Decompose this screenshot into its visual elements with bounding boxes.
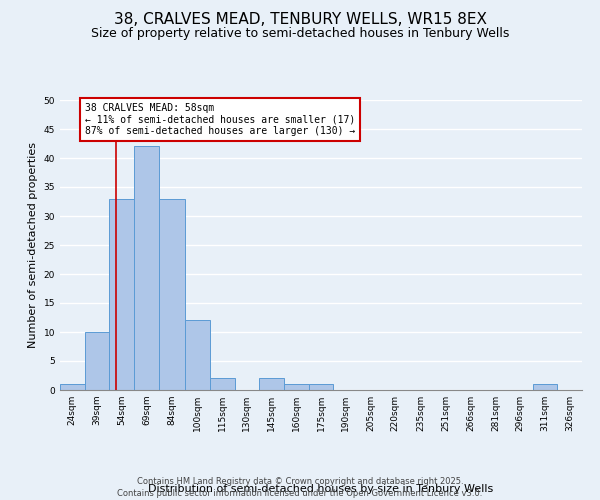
Bar	[159, 198, 185, 390]
Text: Contains HM Land Registry data © Crown copyright and database right 2025.
Contai: Contains HM Land Registry data © Crown c…	[118, 476, 482, 498]
Bar	[60, 384, 85, 390]
Bar	[284, 384, 308, 390]
Text: Size of property relative to semi-detached houses in Tenbury Wells: Size of property relative to semi-detach…	[91, 28, 509, 40]
Bar	[533, 384, 557, 390]
Y-axis label: Number of semi-detached properties: Number of semi-detached properties	[28, 142, 38, 348]
Bar	[109, 198, 134, 390]
Bar	[185, 320, 210, 390]
Bar	[134, 146, 159, 390]
Text: 38, CRALVES MEAD, TENBURY WELLS, WR15 8EX: 38, CRALVES MEAD, TENBURY WELLS, WR15 8E…	[113, 12, 487, 28]
Bar	[259, 378, 284, 390]
Bar	[210, 378, 235, 390]
Text: 38 CRALVES MEAD: 58sqm
← 11% of semi-detached houses are smaller (17)
87% of sem: 38 CRALVES MEAD: 58sqm ← 11% of semi-det…	[85, 103, 355, 136]
X-axis label: Distribution of semi-detached houses by size in Tenbury Wells: Distribution of semi-detached houses by …	[148, 484, 494, 494]
Bar	[308, 384, 334, 390]
Bar	[85, 332, 109, 390]
